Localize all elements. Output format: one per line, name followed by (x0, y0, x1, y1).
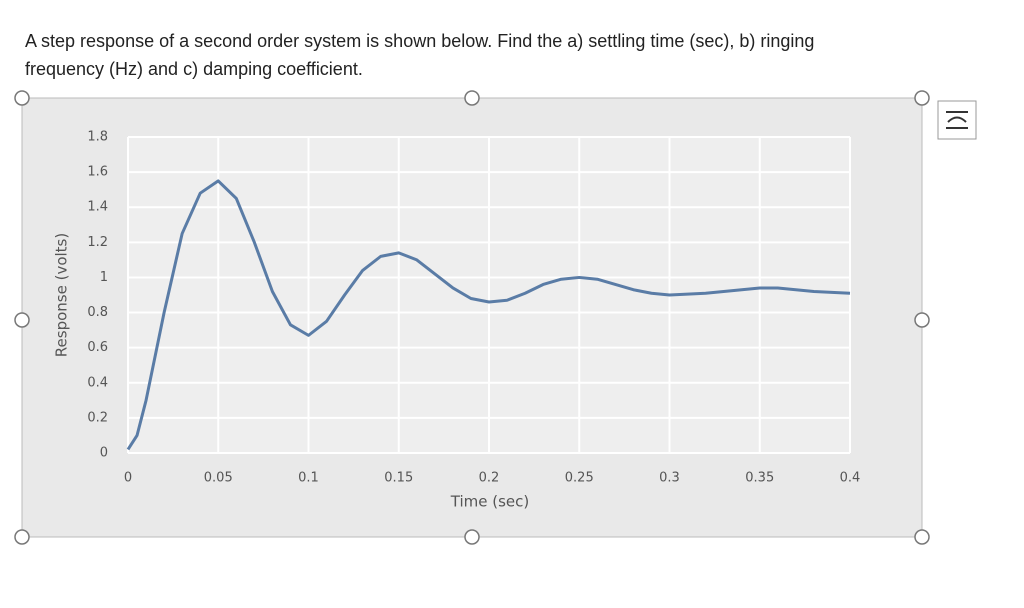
x-tick-label: 0.3 (659, 471, 680, 486)
resize-handle[interactable] (914, 312, 930, 328)
resize-handle[interactable] (464, 529, 480, 545)
y-tick-label: 1.4 (87, 200, 108, 215)
question-line: frequency (Hz) and c) damping coefficien… (25, 59, 363, 79)
layout-icon-glyph (946, 111, 968, 129)
x-axis-label: Time (sec) (450, 493, 529, 511)
y-axis-label: Response (volts) (53, 233, 71, 357)
x-tick-label: 0.05 (204, 471, 233, 486)
resize-handle[interactable] (14, 90, 30, 106)
layout-options-icon[interactable] (937, 100, 977, 140)
y-tick-label: 0.4 (87, 375, 108, 390)
x-tick-label: 0.4 (840, 471, 861, 486)
x-tick-label: 0.15 (384, 471, 413, 486)
resize-handle[interactable] (914, 529, 930, 545)
y-tick-label: 1.2 (87, 235, 108, 250)
y-tick-label: 1.6 (87, 165, 108, 180)
y-tick-label: 0.6 (87, 340, 108, 355)
resize-handle[interactable] (14, 529, 30, 545)
x-tick-label: 0.1 (298, 471, 319, 486)
y-tick-label: 0.8 (87, 305, 108, 320)
x-tick-label: 0.25 (565, 471, 594, 486)
y-tick-label: 0.2 (87, 410, 108, 425)
y-tick-label: 0 (100, 446, 108, 461)
x-tick-label: 0 (124, 471, 132, 486)
x-tick-label: 0.2 (479, 471, 500, 486)
resize-handle[interactable] (914, 90, 930, 106)
y-tick-label: 1.8 (87, 130, 108, 145)
response-line (126, 179, 851, 451)
question-line: A step response of a second order system… (25, 31, 815, 51)
resize-handle[interactable] (14, 312, 30, 328)
x-tick-label: 0.35 (745, 471, 774, 486)
resize-handle[interactable] (464, 90, 480, 106)
y-tick-label: 1 (100, 270, 108, 285)
